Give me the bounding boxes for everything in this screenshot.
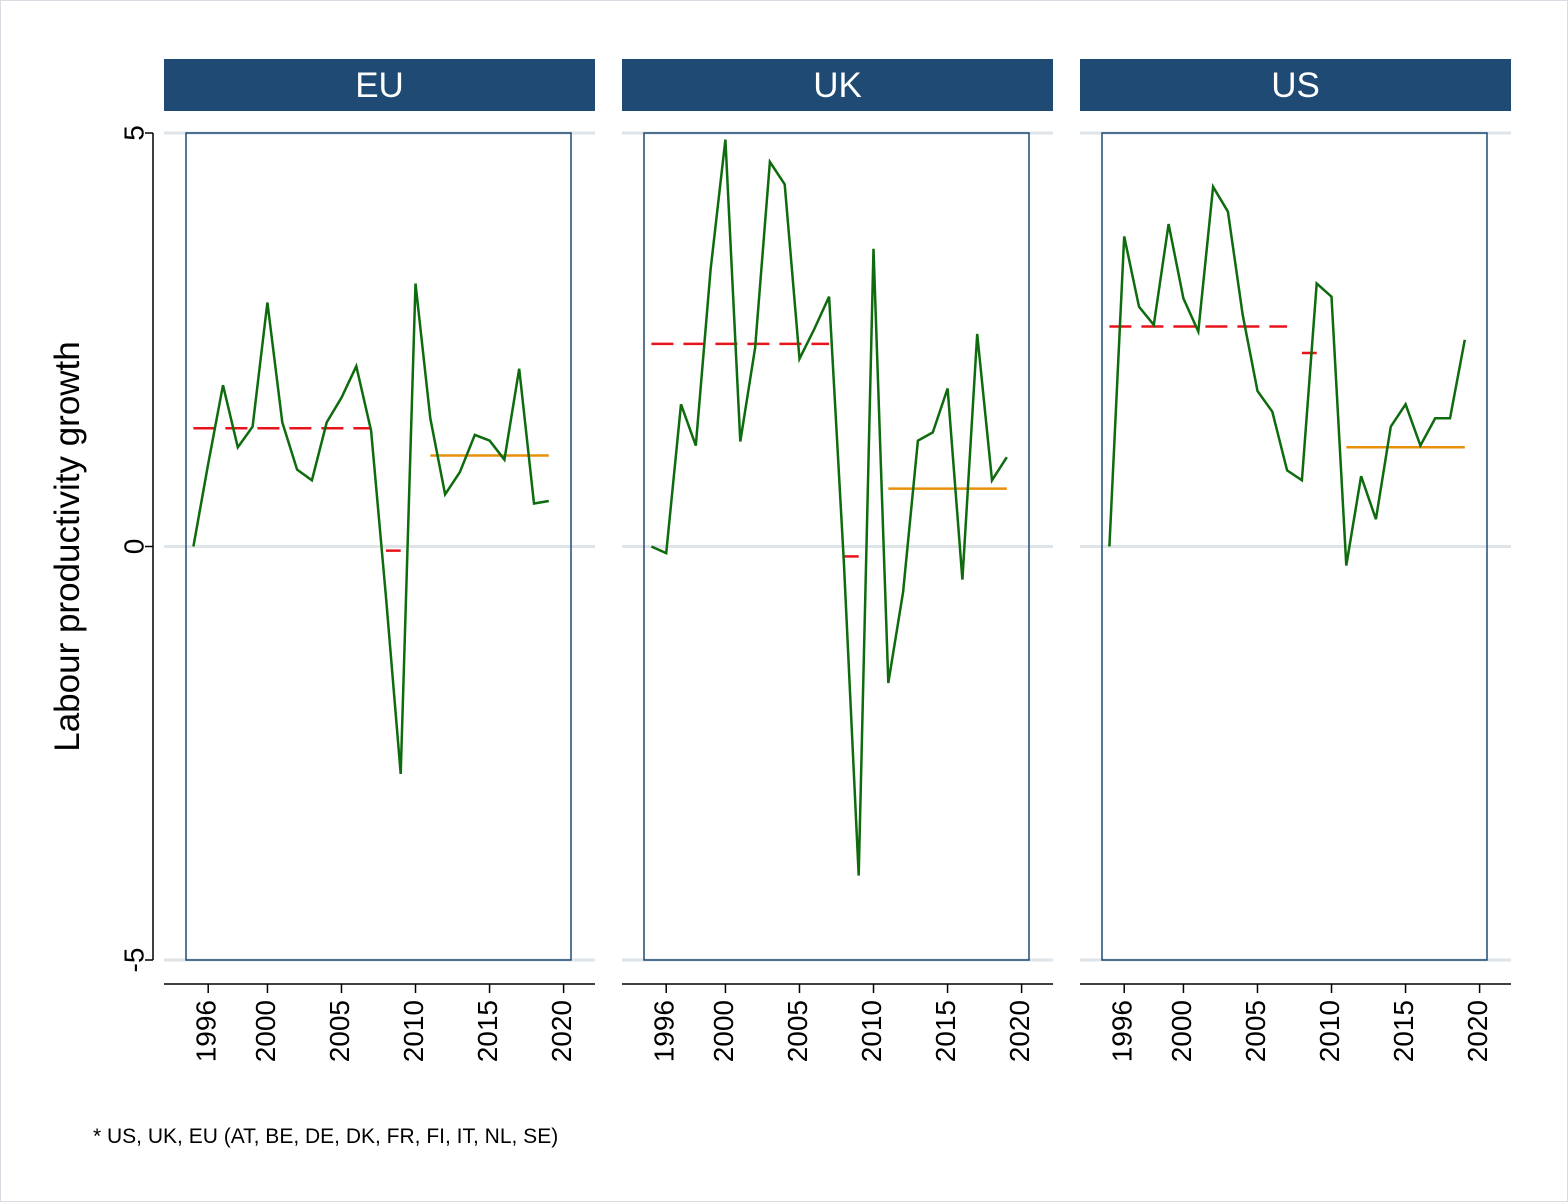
footnote: * US, UK, EU (AT, BE, DE, DK, FR, FI, IT… <box>93 1125 559 1148</box>
x-tick-label: 2000 <box>250 1000 281 1062</box>
panel-title: UK <box>813 66 862 105</box>
x-tick-label: 1996 <box>191 1000 222 1062</box>
x-tick-label: 2000 <box>708 1000 739 1062</box>
panel-uk: UK 1996 2000 2005 2010 2015 2020 <box>622 59 1053 1062</box>
data-frame <box>1101 132 1488 961</box>
data-frame <box>185 132 572 961</box>
x-tick-label: 2000 <box>1166 1000 1197 1062</box>
series-line <box>192 283 550 775</box>
x-tick-label: 1996 <box>649 1000 680 1062</box>
x-tick-label: 2005 <box>1240 1000 1271 1062</box>
x-tick-label: 2015 <box>930 1000 961 1062</box>
x-tick-label: 2005 <box>324 1000 355 1062</box>
panel-title: EU <box>355 66 404 105</box>
panel-strip <box>164 59 595 111</box>
x-tick-label: 2010 <box>856 1000 887 1062</box>
series-line <box>1108 182 1467 566</box>
x-tick-label: 1996 <box>1107 1000 1138 1062</box>
y-tick-label: 5 <box>118 125 149 141</box>
panel-title: US <box>1271 66 1320 105</box>
x-tick-label: 2020 <box>1004 1000 1035 1062</box>
panel-strip <box>1080 59 1511 111</box>
data-frame <box>643 132 1030 961</box>
y-tick-label: -5 <box>118 948 149 973</box>
series-line <box>650 139 1008 876</box>
x-tick-label: 2005 <box>782 1000 813 1062</box>
x-tick-label: 2015 <box>1388 1000 1419 1062</box>
panel-us: US 1996 2000 2005 2010 2015 2020 <box>1080 59 1511 1062</box>
x-tick-label: 2020 <box>1462 1000 1493 1062</box>
panel-strip <box>622 59 1053 111</box>
x-tick-label: 2020 <box>546 1000 577 1062</box>
y-axis-title: Labour productivity growth <box>48 341 87 752</box>
panel-eu: EU 1996 2000 2005 2010 2015 2020 <box>164 59 595 1062</box>
x-tick-label: 2010 <box>1314 1000 1345 1062</box>
x-tick-label: 2015 <box>472 1000 503 1062</box>
x-tick-label: 2010 <box>398 1000 429 1062</box>
y-tick-label: 0 <box>118 539 149 555</box>
